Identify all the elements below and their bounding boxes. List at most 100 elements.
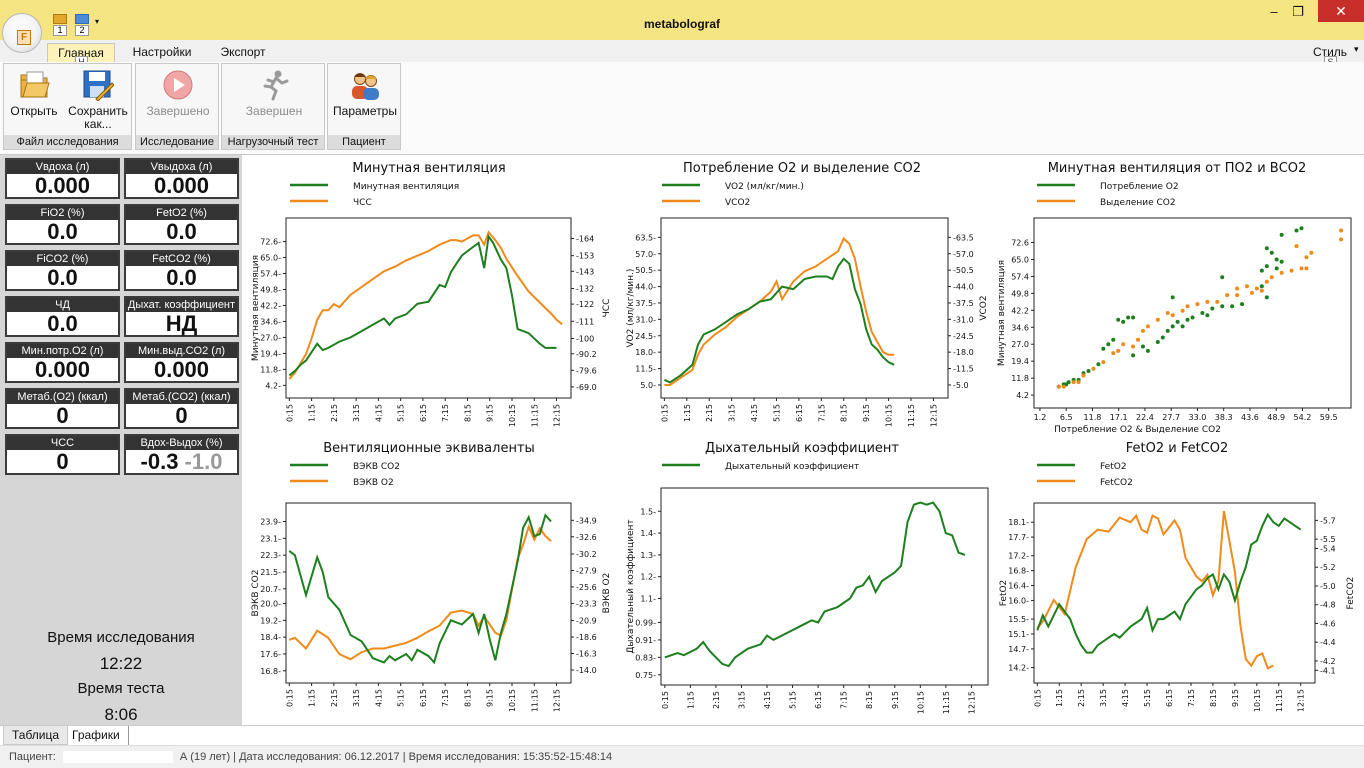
- chart-title: Минутная вентиляция от ПO2 и ВCO2: [1048, 161, 1307, 176]
- app-menu-button[interactable]: F: [2, 13, 42, 53]
- x-tick-label: 5:15: [397, 689, 406, 707]
- x-tick-label: 33.0: [1189, 413, 1207, 422]
- x-tick-label: 12:15: [929, 404, 938, 427]
- green-point: [1131, 315, 1136, 320]
- x-tick-label: 6.5: [1060, 413, 1073, 422]
- y-tick-label: 14.7-: [1008, 645, 1029, 654]
- save-as-label-2: как...: [84, 117, 112, 131]
- x-tick-label: 9:15: [1231, 689, 1240, 707]
- y-tick-label: 14.2-: [1008, 664, 1029, 673]
- parameters-button[interactable]: Параметры: [331, 69, 399, 118]
- metric-box: Мин.потр.O2 (л) 0.000: [5, 342, 120, 383]
- metric-value-text: 0: [175, 403, 188, 428]
- y-right-tick-label: -4.2: [1320, 657, 1336, 666]
- x-tick-label: 4:15: [763, 691, 772, 709]
- green-point: [1180, 324, 1185, 329]
- test-done-button[interactable]: Завершен: [238, 69, 310, 118]
- y-tick-label: 49.8-: [260, 285, 281, 294]
- green-point: [1155, 340, 1160, 344]
- tab-main[interactable]: Главная: [47, 43, 115, 62]
- minimize-button[interactable]: –: [1270, 4, 1278, 19]
- metric-label: Vвыдоха (л): [126, 160, 237, 174]
- x-tick-label: 17.1: [1110, 413, 1128, 422]
- green-point: [1264, 295, 1269, 300]
- quick-access-save-button[interactable]: 2: [75, 14, 89, 36]
- series-line: [664, 236, 895, 386]
- quick-access-open-button[interactable]: 1: [53, 14, 67, 36]
- metric-value: 0.0: [7, 266, 118, 290]
- y-tick-label: 21.5-: [260, 568, 281, 577]
- close-button[interactable]: ✕: [1318, 0, 1364, 22]
- style-menu[interactable]: Стиль: [1312, 45, 1348, 59]
- y-right-tick-label: -111: [576, 317, 594, 326]
- window-title: metabolograf: [643, 17, 720, 31]
- study-done-button[interactable]: Завершено: [142, 69, 214, 118]
- green-point: [1111, 337, 1116, 342]
- orange-point: [1056, 384, 1061, 389]
- chart-title: Потребление O2 и выделение CO2: [683, 161, 921, 176]
- maximize-button[interactable]: ❐: [1292, 4, 1304, 19]
- chart-frame: [1033, 502, 1316, 684]
- green-point: [1175, 319, 1180, 324]
- y-tick-label: 27.0-: [260, 333, 281, 342]
- x-tick-label: 1:15: [1055, 689, 1064, 707]
- metric-label: Вдох-Выдох (%): [126, 436, 237, 450]
- quick-access-customize-icon[interactable]: ▾: [95, 17, 100, 26]
- metric-box: FetCO2 (%) 0.0: [124, 250, 239, 291]
- save-icon: [75, 14, 89, 24]
- green-point: [1279, 259, 1284, 264]
- orange-point: [1101, 360, 1106, 365]
- x-tick-label: 6:15: [1165, 689, 1174, 707]
- tab-table[interactable]: Таблица: [3, 726, 69, 745]
- y-right-tick-label: -4.6: [1320, 619, 1336, 628]
- metric-value-text: 0.0: [47, 311, 78, 336]
- folder-open-icon: [18, 69, 50, 101]
- y-tick-label: 11.8: [1011, 374, 1029, 383]
- orange-point: [1131, 344, 1136, 349]
- x-tick-label: 9:15: [891, 691, 900, 709]
- y-right-tick-label: -5.0: [953, 381, 969, 390]
- y-right-tick-label: -23.3: [576, 599, 597, 608]
- tab-export[interactable]: Экспорт: [220, 45, 266, 59]
- y-tick-label: 72.6-: [260, 238, 281, 247]
- style-dropdown-icon[interactable]: ▾: [1354, 44, 1359, 54]
- legend-label: Минутная вентиляция: [353, 182, 459, 192]
- save-as-button[interactable]: Сохранить как...: [66, 69, 130, 131]
- orange-point: [1170, 313, 1175, 318]
- orange-point: [1215, 299, 1220, 304]
- x-tick-label: 0:15: [285, 689, 294, 707]
- y-tick-label: 15.1-: [1008, 630, 1029, 639]
- y-right-tick-label: -79.6: [576, 366, 597, 375]
- y-right-axis-label: ВЭКВ O2: [602, 573, 612, 614]
- keytip-1: 1: [53, 25, 67, 36]
- metric-value-text: 0.0: [166, 265, 197, 290]
- tab-charts[interactable]: Графики: [64, 726, 129, 745]
- y-right-tick-label: -5.7: [1320, 516, 1336, 525]
- x-tick-label: 11:15: [942, 691, 951, 714]
- metric-box: Метаб.(O2) (ккал) 0: [5, 388, 120, 429]
- y-right-axis-label: FetCO2: [1346, 577, 1356, 610]
- green-point: [1190, 315, 1195, 320]
- x-tick-label: 11:15: [907, 404, 916, 427]
- series-line: [663, 257, 895, 384]
- x-tick-label: 1:15: [308, 404, 317, 422]
- x-tick-label: 11:15: [1275, 689, 1284, 712]
- x-tick-label: 12:15: [553, 404, 562, 427]
- y-right-tick-label: -90.2: [576, 350, 597, 359]
- y-tick-label: 0.91-: [635, 636, 656, 645]
- y-right-tick-label: -24.5: [953, 332, 974, 341]
- tab-settings[interactable]: Настройки: [132, 45, 192, 59]
- y-tick-label: 19.4-: [260, 349, 281, 358]
- y-axis-label: FetO2: [999, 580, 1009, 607]
- group-load-test: Завершен Нагрузочный тест: [221, 63, 325, 150]
- y-tick-label: 17.7-: [1008, 533, 1029, 542]
- y-right-tick-label: -37.5: [953, 299, 974, 308]
- y-right-tick-label: -25.6: [576, 583, 597, 592]
- y-tick-label: 22.3-: [260, 551, 281, 560]
- running-man-icon: [258, 69, 290, 101]
- y-right-tick-label: -63.5: [953, 233, 974, 242]
- metric-box: Метаб.(CO2) (ккал) 0: [124, 388, 239, 429]
- green-point: [1264, 246, 1269, 251]
- y-right-tick-label: -4.4: [1320, 638, 1336, 647]
- open-button[interactable]: Открыть: [8, 69, 60, 118]
